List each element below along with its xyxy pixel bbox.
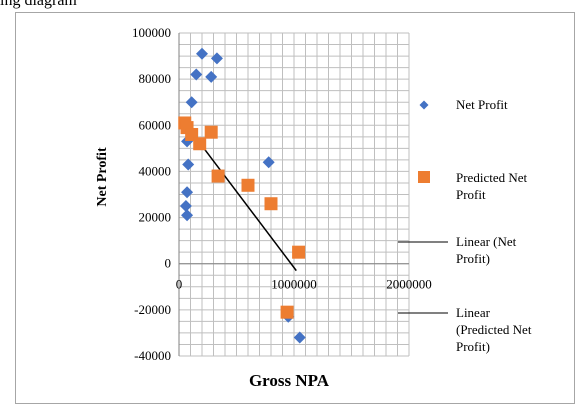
net-profit-point	[182, 158, 195, 171]
axes	[178, 33, 409, 356]
predicted-net-profit-point	[264, 197, 278, 211]
legend-predicted-marker	[418, 171, 430, 183]
net-profit-point	[181, 186, 194, 199]
net-profit-point	[205, 70, 218, 83]
predicted-net-profit-point	[280, 305, 294, 319]
tick-labels: -40000-200000200004000060000800001000000…	[132, 25, 432, 363]
predicted-net-profit-point	[193, 137, 207, 151]
legend-trendline-label: Linear (Net Profit)	[456, 234, 517, 266]
net-profit-point	[196, 47, 208, 60]
legend-net-profit-marker	[419, 100, 429, 110]
data-points	[178, 47, 306, 344]
legend-net-profit-label: Net Profit	[456, 97, 508, 112]
net-profit-point	[210, 52, 223, 65]
y-tick-label: -40000	[134, 348, 171, 363]
y-tick-label: 0	[165, 256, 172, 271]
net-profit-point	[181, 209, 194, 222]
net-profit-point	[179, 200, 192, 213]
chart-frame	[15, 12, 575, 404]
x-tick-label: 0	[176, 277, 183, 292]
gridlines	[179, 32, 410, 357]
x-tick-label: 2000000	[386, 277, 432, 292]
predicted-net-profit-point	[204, 125, 218, 139]
x-axis-title: Gross NPA	[249, 371, 330, 390]
net-profit-point	[185, 96, 198, 109]
y-tick-label: 100000	[132, 25, 171, 40]
legend-predicted-label: Predicted Net Profit	[456, 170, 528, 202]
legend: Net Profit Predicted Net Profit Linear (Net…	[398, 97, 532, 354]
x-tick-label: 1000000	[271, 277, 317, 292]
net-profit-point	[190, 68, 203, 81]
y-tick-label: -20000	[134, 302, 171, 317]
net-profit-point	[262, 156, 275, 169]
y-tick-label: 60000	[139, 117, 172, 132]
net-profit-point	[293, 331, 306, 344]
predicted-net-profit-point	[292, 245, 306, 259]
legend-trendline-label: Linear (Predicted Net Profit)	[456, 305, 532, 354]
y-tick-label: 80000	[139, 71, 172, 86]
y-tick-label: 20000	[139, 210, 172, 225]
predicted-net-profit-point	[211, 169, 225, 183]
y-tick-label: 40000	[139, 163, 172, 178]
predicted-net-profit-point	[241, 178, 255, 192]
y-axis-title: Net Profit	[95, 147, 110, 207]
cropped-caption-text: ing diagram	[0, 0, 77, 9]
